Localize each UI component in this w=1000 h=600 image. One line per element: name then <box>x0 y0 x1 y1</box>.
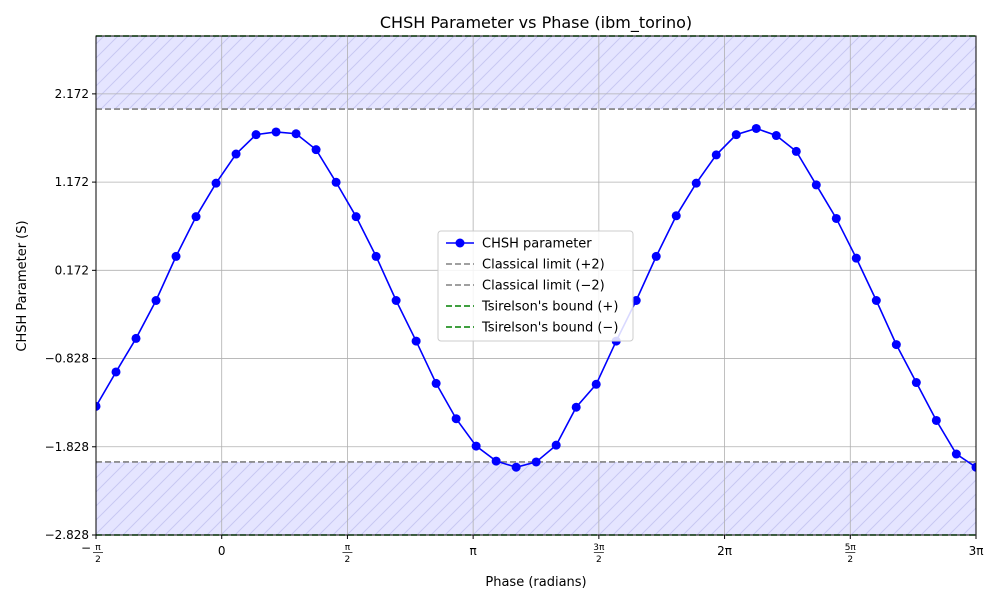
x-axis-label: Phase (radians) <box>485 575 586 590</box>
x-tick-numerator: π <box>95 543 101 553</box>
chsh-data-point <box>671 211 681 221</box>
x-tick-numerator: π <box>345 543 351 553</box>
x-tick-label: − π 2 <box>81 541 103 565</box>
y-tick-label: −1.828 <box>45 440 89 454</box>
x-tick-denominator: 2 <box>596 555 602 565</box>
y-axis-label: CHSH Parameter (S) <box>15 220 30 351</box>
shaded-hatch-0 <box>96 36 976 110</box>
chart-title: CHSH Parameter vs Phase (ibm_torino) <box>380 13 692 33</box>
chsh-data-point <box>891 340 901 350</box>
chsh-data-point <box>751 123 761 133</box>
legend-label: Classical limit (−2) <box>482 279 605 294</box>
y-tick-label: 0.172 <box>55 263 89 277</box>
chsh-data-point <box>291 129 301 139</box>
legend: CHSH parameter Classical limit (+2) Classi… <box>437 230 634 342</box>
axes-frame <box>95 35 977 536</box>
legend-label: CHSH parameter <box>482 237 592 252</box>
y-tick-label: 2.172 <box>55 87 89 101</box>
y-tick-label: 1.172 <box>55 175 89 189</box>
x-tick-label: 3π <box>969 544 984 558</box>
chsh-data-point <box>351 212 361 222</box>
x-tick-label: 0 <box>218 544 226 558</box>
x-tick-denominator: 2 <box>345 555 351 565</box>
chsh-data-point <box>131 333 141 343</box>
chsh-data-point <box>231 149 241 159</box>
chsh-data-point <box>311 145 321 155</box>
chsh-data-point <box>551 440 561 450</box>
chsh-data-point <box>331 177 341 187</box>
chsh-data-point <box>531 457 541 467</box>
chsh-data-point <box>251 130 261 140</box>
x-tick-label: 3π2 <box>593 543 605 565</box>
x-tick-numerator: 5π <box>845 543 857 553</box>
chsh-data-point <box>911 378 921 388</box>
chsh-data-point <box>191 212 201 222</box>
x-tick-numerator: 3π <box>593 543 605 553</box>
chsh-data-point <box>451 414 461 424</box>
y-tick-label: −0.828 <box>45 352 89 366</box>
chsh-data-point <box>591 379 601 389</box>
series-clip-group <box>96 123 976 472</box>
chsh-data-point <box>111 367 121 377</box>
legend-label: Tsirelson's bound (+) <box>481 300 618 315</box>
chsh-data-point <box>151 295 161 305</box>
chsh-data-point <box>96 401 101 411</box>
chsh-data-point <box>691 178 701 188</box>
x-tick-label: 5π2 <box>845 543 857 565</box>
chsh-data-point <box>391 295 401 305</box>
x-tick-sign: − <box>81 541 91 555</box>
chsh-data-point <box>971 462 976 472</box>
chsh-data-point <box>771 131 781 141</box>
shaded-hatch-1 <box>96 461 976 535</box>
chsh-data-point <box>651 251 661 261</box>
chsh-data-point <box>491 456 501 466</box>
legend-swatch-marker <box>455 238 465 248</box>
chsh-data-point <box>571 402 581 412</box>
chsh-data-point <box>851 253 861 263</box>
chsh-data-point <box>791 146 801 156</box>
chsh-data-point <box>811 180 821 190</box>
chsh-data-point <box>711 150 721 160</box>
x-tick-denominator: 2 <box>95 555 101 565</box>
legend-label: Tsirelson's bound (−) <box>481 321 618 336</box>
chsh-data-point <box>951 449 961 459</box>
chsh-data-point <box>371 251 381 261</box>
chsh-data-point <box>471 441 481 451</box>
chsh-data-point <box>431 378 441 388</box>
x-tick-label: π2 <box>342 543 353 565</box>
legend-box <box>437 230 634 342</box>
chsh-data-point <box>511 462 521 472</box>
x-tick-denominator: 2 <box>847 555 853 565</box>
chsh-data-point <box>631 295 641 305</box>
chsh-data-point <box>211 178 221 188</box>
legend-label: Classical limit (+2) <box>482 258 605 273</box>
y-tick-label: −2.828 <box>45 528 89 542</box>
chsh-data-point <box>871 295 881 305</box>
chsh-data-point <box>411 336 421 346</box>
chsh-data-point <box>271 127 281 137</box>
chsh-data-point <box>831 213 841 223</box>
chsh-data-point <box>731 130 741 140</box>
x-tick-label: 2π <box>717 544 732 558</box>
x-tick-label: π <box>470 544 477 558</box>
chsh-data-point <box>931 415 941 425</box>
chsh-data-point <box>171 251 181 261</box>
